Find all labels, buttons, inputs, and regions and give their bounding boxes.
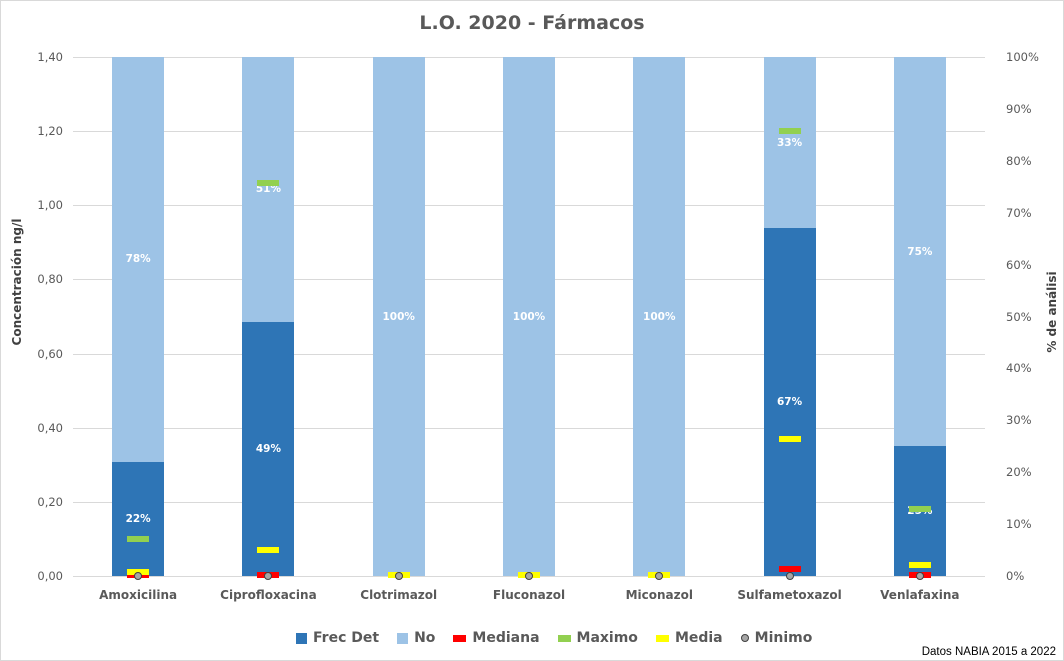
category-label: Fluconazol <box>492 588 566 602</box>
y-axis-right-tick: 10% <box>1006 517 1032 532</box>
y-axis-right-tick: 60% <box>1006 257 1032 272</box>
y-axis-left-tick: 0,40 <box>37 420 63 435</box>
y-axis-right-tick: 50% <box>1006 309 1032 324</box>
y-axis-right-tick: 0% <box>1006 569 1025 583</box>
y-axis-left-tick: 0,20 <box>37 494 63 509</box>
legend-label: Media <box>674 630 723 646</box>
category-label: Clotrimazol <box>360 588 438 602</box>
y-axis-right-tick: 20% <box>1006 465 1032 480</box>
marker-minimo <box>655 572 664 580</box>
y-axis-right-tick: 100% <box>1006 50 1039 64</box>
legend-swatch-icon <box>296 632 307 644</box>
marker-minimo <box>785 572 794 580</box>
bar-no-segment <box>633 57 686 576</box>
marker-minimo <box>915 572 924 580</box>
legend-label: No <box>414 630 436 646</box>
legend-label: Mediana <box>472 630 540 646</box>
marker-maximo <box>127 535 150 542</box>
y-axis-right-tick: 30% <box>1006 413 1032 428</box>
bar-no-label: 51% <box>255 183 281 196</box>
bar-no-segment <box>242 57 295 322</box>
bar-frec-det-segment <box>112 461 165 576</box>
bar-no-segment <box>893 57 946 447</box>
legend-item-no: No <box>397 630 435 646</box>
legend-label: Minimo <box>754 630 813 646</box>
y-axis-right-tick: 40% <box>1006 361 1032 376</box>
marker-mediana <box>778 565 801 572</box>
chart-legend: Frec Det No Mediana Maximo Media Minimo <box>296 630 812 646</box>
legend-label: Maximo <box>576 630 638 646</box>
y-axis-left-tick: 1,20 <box>37 124 63 139</box>
legend-item-minimo: Minimo <box>740 630 813 646</box>
plot-area: 78%22%51%49%100%100%100%33%67%75%25% <box>73 57 985 580</box>
bar-frec-det-label: 67% <box>776 396 803 409</box>
legend-swatch-icon <box>453 634 467 642</box>
bar-frec-det-label: 49% <box>255 442 281 455</box>
bar-no-segment <box>763 57 816 229</box>
bar-frec-det-label: 22% <box>125 512 151 525</box>
marker-minimo <box>394 572 403 580</box>
bar-frec-det-segment <box>242 321 295 576</box>
y-axis-left-tick: 0,60 <box>37 346 63 361</box>
bar-no-label: 100% <box>382 310 415 323</box>
chart-title: L.O. 2020 - Fármacos <box>419 12 645 34</box>
legend-swatch-icon <box>557 634 571 642</box>
y-axis-left-tick: 0,80 <box>37 272 63 287</box>
legend-swatch-icon <box>397 632 409 644</box>
marker-maximo <box>908 506 931 513</box>
bar-no-label: 100% <box>643 310 676 323</box>
source-note: Datos NABIA 2015 a 2022 <box>921 646 1056 658</box>
legend-item-maximo: Maximo <box>557 630 638 646</box>
y-axis-right-tick: 90% <box>1006 101 1032 116</box>
legend-label: Frec Det <box>313 630 380 646</box>
bar-no-label: 100% <box>512 310 546 323</box>
legend-swatch-icon <box>740 634 749 642</box>
marker-minimo <box>525 572 533 580</box>
bar-no-label: 75% <box>907 245 933 258</box>
legend-item-media: Media <box>655 630 723 646</box>
bar-no-segment <box>112 57 165 462</box>
marker-maximo <box>257 180 280 187</box>
category-label: Miconazol <box>625 588 693 602</box>
marker-media <box>908 561 931 568</box>
y-axis-right-tick: 80% <box>1006 153 1032 168</box>
bar-frec-det-segment <box>763 228 816 576</box>
marker-media <box>257 547 280 554</box>
category-label: Sulfametoxazol <box>737 588 842 602</box>
marker-media <box>778 435 801 442</box>
legend-item-mediana: Mediana <box>453 630 540 646</box>
marker-maximo <box>778 128 801 135</box>
y-axis-left-tick: 0,00 <box>37 569 63 583</box>
y-axis-left-tick: 1,00 <box>37 198 63 213</box>
category-label: Amoxicilina <box>99 588 178 602</box>
y-axis-left-tick: 1,40 <box>37 50 63 64</box>
legend-swatch-icon <box>655 634 669 642</box>
marker-minimo <box>134 572 143 580</box>
bar-no-segment <box>503 57 555 576</box>
y-axis-right-label: % de análisi <box>1045 271 1059 353</box>
category-label: Venlafaxina <box>880 588 960 602</box>
bar-no-segment <box>372 57 425 576</box>
marker-minimo <box>264 572 273 580</box>
y-axis-right-tick: 70% <box>1006 205 1032 220</box>
category-label: Ciprofloxacina <box>220 588 317 602</box>
bar-no-label: 78% <box>125 253 151 266</box>
bar-no-label: 33% <box>776 136 803 149</box>
legend-item-frec-det: Frec Det <box>296 630 379 646</box>
